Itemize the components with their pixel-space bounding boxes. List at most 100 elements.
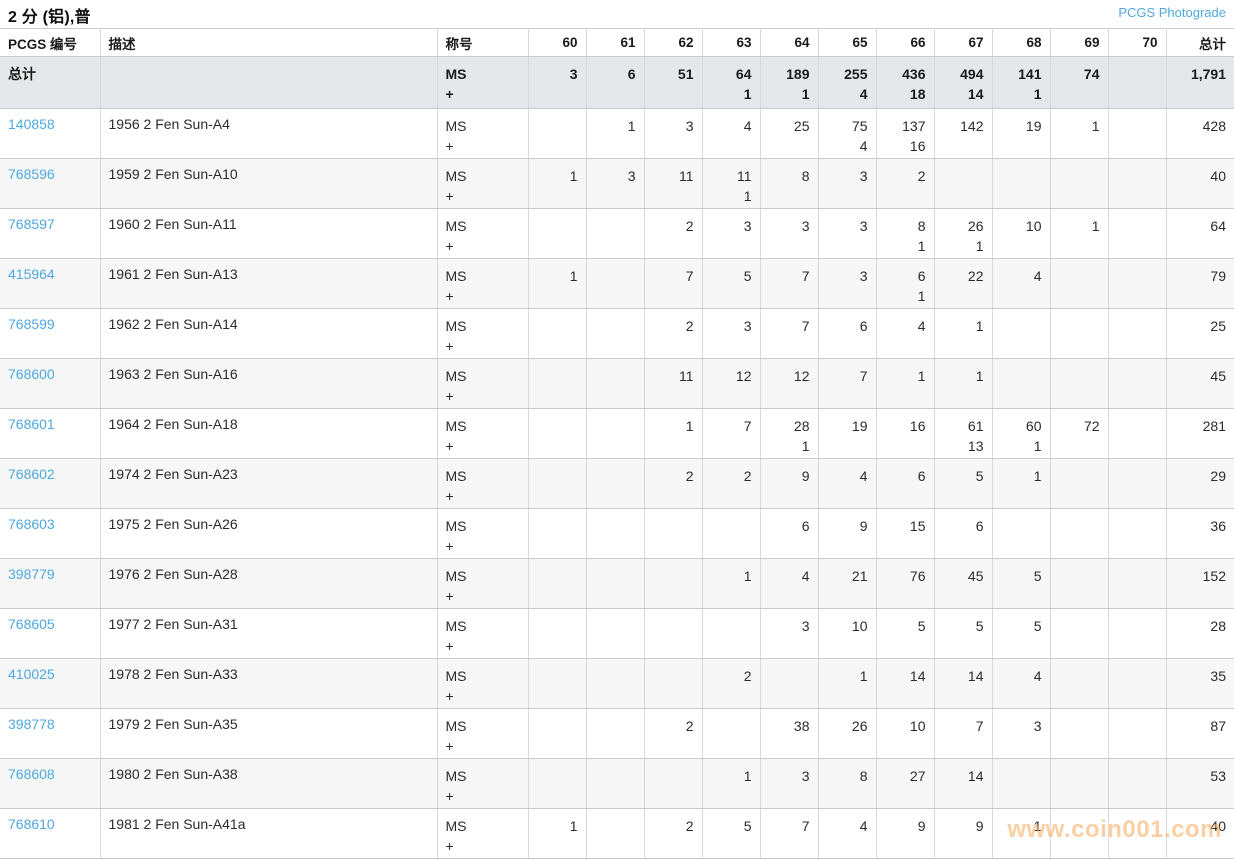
- plus-count: [711, 336, 752, 356]
- ms-count: [537, 666, 578, 686]
- ms-count: 10: [851, 618, 868, 634]
- plus-count: [537, 586, 578, 606]
- grade-69-cell: [1050, 608, 1109, 659]
- plus-count: [769, 836, 810, 856]
- ms-count: 494: [960, 66, 984, 82]
- ms-count: 11: [678, 168, 694, 184]
- grade-68-cell: [992, 158, 1051, 209]
- plus-count: [711, 136, 752, 156]
- plus-count: [1059, 486, 1100, 506]
- grade-66-cell: 6: [876, 458, 935, 509]
- plus-count: [595, 436, 636, 456]
- page-title: 2 分 (铝),普: [8, 9, 91, 26]
- ms-count: [1117, 666, 1158, 686]
- plus-count: [653, 736, 694, 756]
- coin-description: 1960 2 Fen Sun-A11: [100, 208, 438, 259]
- designation-ms: MS: [445, 668, 467, 684]
- pcgs-number-link[interactable]: 768596: [8, 166, 55, 182]
- pcgs-number-link[interactable]: 140858: [8, 116, 55, 132]
- grade-66-cell: 14: [876, 658, 935, 709]
- grade-69-cell: [1050, 808, 1109, 859]
- ms-count: [537, 716, 578, 736]
- ms-count: 2: [685, 218, 694, 234]
- grade-67-cell: 1: [934, 308, 993, 359]
- grade-63-cell: 7: [702, 408, 761, 459]
- pcgs-number-link[interactable]: 768605: [8, 616, 55, 632]
- pcgs-photograde-link[interactable]: PCGS Photograde: [1118, 5, 1226, 20]
- ms-count: 189: [786, 66, 810, 82]
- designation-plus: +: [445, 838, 454, 854]
- grade-62-cell: 2: [644, 208, 703, 259]
- pcgs-number-link[interactable]: 415964: [8, 266, 55, 282]
- plus-count: [769, 136, 810, 156]
- totals-grade-61: 6: [586, 56, 645, 109]
- designation-ms: MS: [445, 368, 467, 384]
- plus-count: [595, 836, 636, 856]
- pcgs-number-link[interactable]: 768602: [8, 466, 55, 482]
- plus-count: [827, 536, 868, 556]
- ms-count: 142: [960, 118, 984, 134]
- ms-count: 8: [801, 168, 810, 184]
- ms-count: [1001, 166, 1042, 186]
- designation-plus: +: [445, 688, 454, 704]
- plus-count: [1059, 136, 1100, 156]
- pcgs-number-link[interactable]: 768601: [8, 416, 55, 432]
- pcgs-number-link[interactable]: 768599: [8, 316, 55, 332]
- plus-count: [885, 786, 926, 806]
- grade-64-cell: 3: [760, 608, 819, 659]
- grade-63-cell: 5: [702, 258, 761, 309]
- plus-count: [827, 786, 868, 806]
- row-total-cell: 53: [1166, 758, 1234, 809]
- plus-count: [943, 286, 984, 306]
- plus-count: [769, 786, 810, 806]
- pcgs-number-link[interactable]: 768600: [8, 366, 55, 382]
- ms-count: 2: [685, 718, 694, 734]
- pcgs-number-link[interactable]: 410025: [8, 666, 55, 682]
- plus-count: 1: [975, 238, 984, 254]
- table-row: 768596 1959 2 Fen Sun-A10 MS +1 3 11 11 1 8 3 2 40: [0, 158, 1234, 209]
- totals-grand-total: 1,791: [1166, 56, 1234, 109]
- ms-count: 75: [851, 118, 868, 134]
- designation-plus: +: [445, 788, 454, 804]
- plus-count: [769, 486, 810, 506]
- row-total-value: 87: [1210, 718, 1226, 734]
- ms-count: 74: [1083, 66, 1100, 82]
- designation-plus: +: [445, 338, 454, 354]
- grade-65-cell: 26: [818, 708, 877, 759]
- grade-66-cell: 15: [876, 508, 935, 559]
- plus-count: [537, 136, 578, 156]
- designation-cell: MS +: [437, 158, 529, 209]
- ms-count: 16: [909, 418, 926, 434]
- plus-count: [885, 386, 926, 406]
- grade-66-cell: 4: [876, 308, 935, 359]
- grade-70-cell: [1108, 708, 1167, 759]
- pcgs-number-link[interactable]: 768608: [8, 766, 55, 782]
- pcgs-number-link[interactable]: 768610: [8, 816, 55, 832]
- pcgs-number-link[interactable]: 398778: [8, 716, 55, 732]
- ms-count: [1001, 366, 1042, 386]
- designation-ms: MS: [445, 418, 467, 434]
- table-row: 398779 1976 2 Fen Sun-A28 MS +1 4 21 76 45 5 152: [0, 558, 1234, 609]
- plus-count: [711, 686, 752, 706]
- grade-62-cell: [644, 758, 703, 809]
- grade-65-cell: 21: [818, 558, 877, 609]
- pcgs-number-link[interactable]: 768597: [8, 216, 55, 232]
- row-total-cell: 428: [1166, 108, 1234, 159]
- ms-count: [537, 466, 578, 486]
- plus-count: [653, 236, 694, 256]
- grade-61-cell: [586, 358, 645, 409]
- ms-count: 11: [678, 368, 694, 384]
- ms-count: 6: [917, 268, 926, 284]
- plus-count: [885, 736, 926, 756]
- ms-count: 436: [902, 66, 926, 82]
- row-total-value: 28: [1210, 618, 1226, 634]
- pcgs-number-link[interactable]: 768603: [8, 516, 55, 532]
- row-total-value: 428: [1202, 118, 1226, 134]
- grade-64-cell: 9: [760, 458, 819, 509]
- ms-count: 3: [743, 218, 752, 234]
- grade-65-cell: 75 4: [818, 108, 877, 159]
- grade-70-cell: [1108, 258, 1167, 309]
- plus-count: [595, 736, 636, 756]
- pcgs-number-link[interactable]: 398779: [8, 566, 55, 582]
